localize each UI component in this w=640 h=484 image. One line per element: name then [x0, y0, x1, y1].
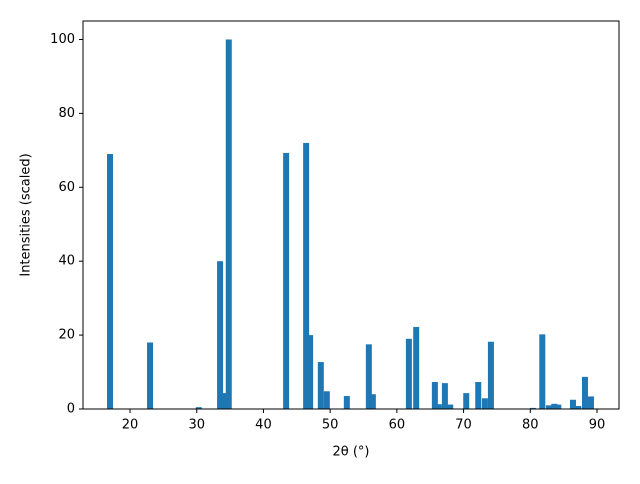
- bar: [575, 406, 582, 409]
- bar: [475, 382, 482, 409]
- bar: [545, 405, 552, 409]
- x-tick-label: 60: [389, 418, 406, 433]
- bar: [463, 393, 470, 409]
- bar: [441, 383, 448, 409]
- bar: [323, 391, 330, 409]
- y-tick-label: 60: [58, 180, 75, 195]
- x-tick-label: 80: [522, 418, 539, 433]
- y-tick-label: 0: [67, 402, 75, 417]
- bar: [221, 393, 228, 409]
- y-tick-label: 80: [58, 106, 75, 121]
- plot-frame: [82, 20, 620, 410]
- x-tick-label: 40: [255, 418, 272, 433]
- bar: [587, 396, 594, 409]
- bar: [529, 407, 536, 409]
- bar: [369, 394, 376, 409]
- bar: [307, 335, 314, 409]
- bar: [555, 404, 562, 409]
- y-tick-label: 20: [58, 328, 75, 343]
- bar: [365, 344, 372, 409]
- y-axis-label: Intensities (scaled): [19, 153, 34, 276]
- bar: [405, 338, 412, 409]
- bar: [283, 152, 290, 410]
- x-tick-label: 90: [589, 418, 606, 433]
- bar: [195, 407, 202, 409]
- x-tick-label: 50: [322, 418, 339, 433]
- bar: [539, 334, 546, 409]
- bar: [481, 398, 488, 409]
- bar: [431, 382, 438, 409]
- bar: [225, 39, 232, 409]
- x-tick-label: 70: [455, 418, 472, 433]
- y-tick-label: 40: [58, 254, 75, 269]
- bar: [435, 404, 442, 409]
- bar: [107, 154, 114, 409]
- bar: [447, 404, 454, 409]
- bar: [317, 362, 324, 409]
- bar: [487, 341, 494, 409]
- bar: [217, 261, 224, 409]
- x-tick-label: 30: [188, 418, 205, 433]
- bar: [413, 326, 420, 409]
- x-axis-label: 2θ (°): [332, 445, 369, 460]
- y-tick-label: 100: [50, 32, 75, 47]
- bar: [303, 142, 310, 409]
- bar: [343, 396, 350, 409]
- bar: [551, 403, 558, 409]
- bar: [147, 342, 154, 409]
- bar: [569, 399, 576, 409]
- bar: [581, 376, 588, 409]
- x-tick-label: 20: [122, 418, 139, 433]
